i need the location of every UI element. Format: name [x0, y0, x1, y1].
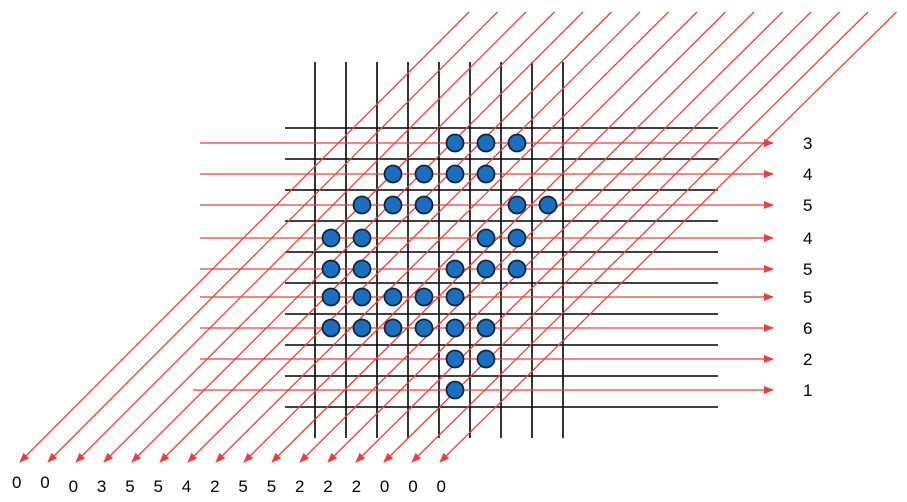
diagonal-ray [271, 11, 726, 463]
row-sum-label: 5 [803, 196, 812, 215]
object-pixels [321, 133, 558, 400]
row-sum-labels: 3 4 5 4 5 5 6 2 1 [803, 134, 812, 400]
diagonal-sum-label: 5 [238, 477, 247, 496]
pixel-dot [352, 318, 372, 338]
diagonal-sum-label: 2 [352, 477, 361, 496]
row-sum-label: 4 [803, 229, 812, 248]
pixel-dot [476, 164, 496, 184]
pixel-dot [476, 318, 496, 338]
pixel-dot [507, 195, 527, 215]
diagonal-ray [355, 11, 812, 463]
diagonal-ray [411, 11, 869, 463]
pixel-dot [321, 287, 341, 307]
pixel-dot [321, 318, 341, 338]
pixel-dot [445, 380, 465, 400]
diagonal-sum-label: 0 [69, 477, 78, 496]
diagonal-sum-label: 2 [295, 477, 304, 496]
diagonal-ray [299, 11, 755, 463]
diagonal-ray [19, 11, 470, 463]
diagonal-sum-label: 0 [40, 473, 49, 492]
pixel-dot [445, 349, 465, 369]
pixel-grid [285, 62, 718, 438]
diagonal-sum-label: 0 [380, 477, 389, 496]
diagonal-ray [215, 11, 669, 463]
row-sum-label: 6 [803, 319, 812, 338]
diagonal-sum-label: 3 [97, 477, 106, 496]
row-sum-label: 5 [803, 260, 812, 279]
diagonal-ray [47, 11, 498, 463]
row-sum-label: 2 [803, 350, 812, 369]
pixel-dot [414, 318, 434, 338]
diagonal-sum-label: 4 [182, 477, 191, 496]
pixel-dot [352, 287, 372, 307]
pixel-dot [352, 228, 372, 248]
pixel-dot [538, 195, 558, 215]
diagonal-ray [159, 11, 612, 463]
pixel-dot [476, 228, 496, 248]
pixel-dot [383, 287, 403, 307]
pixel-dot [445, 318, 465, 338]
pixel-dot [507, 259, 527, 279]
diagonal-ray [439, 11, 897, 463]
pixel-dot [445, 164, 465, 184]
row-sum-label: 3 [803, 134, 812, 153]
pixel-dot [476, 349, 496, 369]
pixel-dot [414, 164, 434, 184]
row-sum-label: 5 [803, 288, 812, 307]
pixel-dot [507, 133, 527, 153]
diagonal-ray [327, 11, 783, 463]
diagonal-sum-label: 5 [154, 477, 163, 496]
pixel-dot [476, 259, 496, 279]
diagonal-projection-rays [19, 11, 897, 463]
pixel-dot [414, 195, 434, 215]
pixel-dot [321, 228, 341, 248]
pixel-dot [414, 287, 434, 307]
pixel-dot [383, 164, 403, 184]
diagonal-sum-label: 0 [12, 473, 21, 492]
diagonal-sum-label: 5 [267, 477, 276, 496]
diagonal-ray [75, 11, 527, 463]
pixel-dot [352, 259, 372, 279]
row-sum-label: 1 [803, 381, 812, 400]
pixel-dot [445, 259, 465, 279]
row-sum-label: 4 [803, 165, 812, 184]
pixel-dot [445, 287, 465, 307]
diagonal-sum-label: 2 [323, 477, 332, 496]
diagonal-sum-label: 5 [125, 477, 134, 496]
pixel-dot [476, 133, 496, 153]
pixel-dot [507, 228, 527, 248]
pixel-dot [445, 133, 465, 153]
diagonal-sum-label: 0 [408, 477, 417, 496]
pixel-dot [352, 195, 372, 215]
diagonal-ray [187, 11, 641, 463]
pixel-dot [383, 195, 403, 215]
diagonal-sum-label: 2 [210, 477, 219, 496]
pixel-dot [383, 318, 403, 338]
pixel-dot [321, 259, 341, 279]
diagonal-sum-label: 0 [437, 477, 446, 496]
diagonal-ray [243, 11, 698, 463]
